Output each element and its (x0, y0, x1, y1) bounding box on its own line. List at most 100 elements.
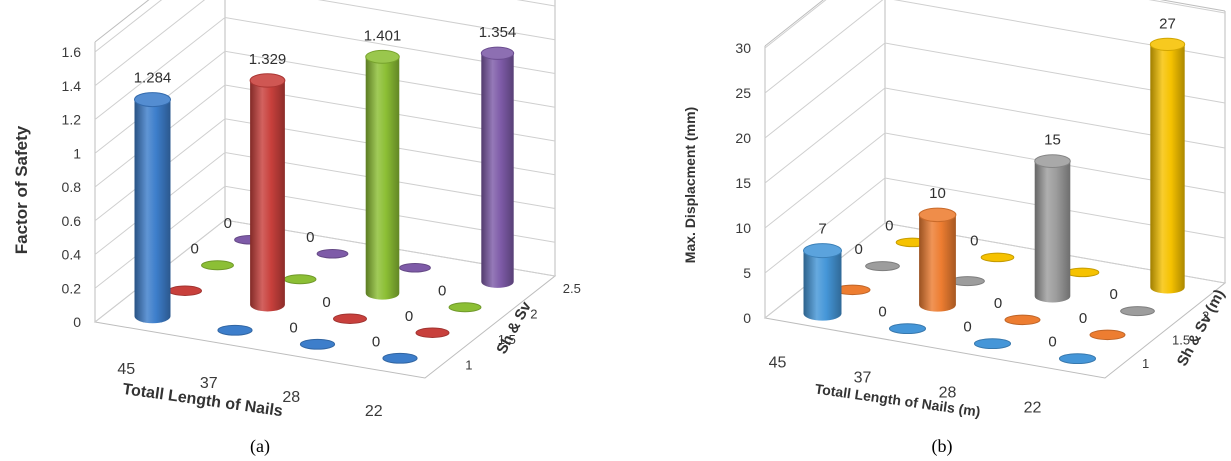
bar-disc (980, 252, 1015, 263)
data-label: 0 (885, 217, 893, 234)
data-label: 0 (1079, 310, 1087, 327)
y-tick-label: 5 (743, 265, 751, 281)
data-label: 1.329 (249, 51, 287, 68)
y-tick-label: 15 (735, 175, 751, 191)
y-tick-label: 1.2 (62, 112, 82, 128)
bar-disc (973, 338, 1012, 350)
bar-body (803, 250, 842, 321)
bar: 0 (878, 304, 927, 335)
y-tick-label: 1 (73, 145, 81, 161)
bar: 0 (1048, 334, 1097, 365)
gridline (764, 0, 1226, 94)
chart-marks: 0002700150010007000 (803, 15, 1186, 365)
depth-tick-label: 1 (1142, 356, 1149, 371)
depth-tick-label: 1.5 (498, 332, 516, 347)
x-tick-label: 22 (365, 403, 383, 420)
data-label: 0 (306, 229, 314, 246)
data-label: 0 (372, 333, 380, 350)
data-label: 0 (289, 319, 297, 336)
bar: 27 (1149, 15, 1186, 294)
bar-top (365, 49, 400, 64)
gridline (764, 87, 1226, 184)
gridline (764, 177, 1226, 274)
wall-top-edge (94, 0, 150, 43)
x-tick-labels: 45 37 28 22 (769, 355, 1042, 417)
bar-top (803, 243, 842, 259)
data-label: 0 (191, 240, 199, 257)
data-label: 0 (878, 304, 886, 321)
bar: 7 (803, 221, 842, 321)
bar-disc (382, 352, 418, 364)
bar-disc (1120, 306, 1155, 317)
bar (399, 262, 431, 273)
x-tick-labels: 45 37 28 22 (117, 361, 382, 420)
bar-disc (283, 274, 317, 285)
bar-disc (1058, 353, 1097, 365)
bar-disc (217, 324, 253, 336)
bar-top (480, 46, 515, 60)
depth-axis-title: Sh & Sv (m) (1174, 287, 1229, 369)
bar-disc (448, 302, 482, 313)
data-label: 0 (405, 308, 413, 325)
gridline (764, 132, 1226, 229)
bar-top (249, 73, 286, 88)
y-axis-title: Max. Displacment (mm) (682, 107, 698, 263)
depth-tick-label: 2 (530, 306, 537, 321)
bar-body (134, 99, 171, 324)
bar: 1.401 (364, 27, 402, 300)
x-tick-label: 28 (282, 389, 300, 406)
bar: 0 (322, 294, 368, 324)
gridline (94, 16, 556, 120)
x-tick-label: 28 (939, 385, 957, 402)
bar-disc (316, 248, 349, 259)
bar-disc (332, 313, 368, 324)
x-tick-label: 37 (200, 375, 218, 392)
data-label: 1.401 (364, 27, 402, 44)
bar-body (1150, 44, 1185, 294)
bar: 0 (438, 282, 482, 313)
y-tick-label: 25 (735, 85, 751, 101)
bar: 0 (306, 229, 349, 259)
depth-tick-label: 1.5 (1172, 332, 1190, 347)
bar: 0 (1079, 310, 1126, 341)
chart-b: 0510152025304537282211.522.5000270015001… (682, 0, 1229, 457)
bar: 0 (994, 295, 1041, 326)
data-label: 0 (438, 282, 446, 299)
depth-tick-label: 1 (465, 357, 472, 372)
bar-disc (1004, 314, 1041, 326)
data-label: 0 (1048, 334, 1056, 351)
depth-axis-title: Sh & Sv (493, 298, 535, 357)
bar (217, 324, 253, 336)
bar-body (1034, 161, 1071, 303)
bar: 10 (918, 185, 957, 312)
bar-top (918, 207, 957, 223)
y-tick-label: 0.4 (62, 247, 82, 263)
panel-label: (b) (932, 436, 953, 457)
depth-tick-labels: 11.522.5 (1142, 309, 1209, 372)
panel-label: (a) (250, 436, 270, 457)
data-label: 0 (322, 294, 330, 311)
bar: 0 (1110, 286, 1155, 317)
bar-disc (415, 327, 450, 338)
bar: 1.284 (134, 70, 171, 324)
bar: 0 (289, 319, 336, 350)
bar: 0 (405, 308, 450, 338)
bar-disc (399, 262, 431, 273)
bar-top (134, 92, 171, 108)
bar: 0 (191, 240, 234, 271)
x-tick-label: 37 (854, 370, 872, 387)
bar-body (365, 56, 400, 300)
bar-disc (299, 338, 336, 350)
y-tick-label: 0.6 (62, 213, 82, 229)
wall-top-edge (764, 0, 1226, 47)
y-tick-label: 0.8 (62, 179, 82, 195)
chart-a: 0 0.2 0.4 0.6 0.8 1 1.2 1.4 1.6 45 37 28 22 1 1.5 2 2.5 0… (12, 0, 581, 457)
x-tick-label: 22 (1024, 400, 1042, 417)
bar: 0 (970, 232, 1015, 263)
bar: 15 (1034, 132, 1071, 303)
data-label: 27 (1159, 15, 1176, 32)
y-tick-label: 10 (735, 220, 751, 236)
bar-disc (1065, 267, 1100, 278)
bar: 1.329 (249, 51, 287, 312)
